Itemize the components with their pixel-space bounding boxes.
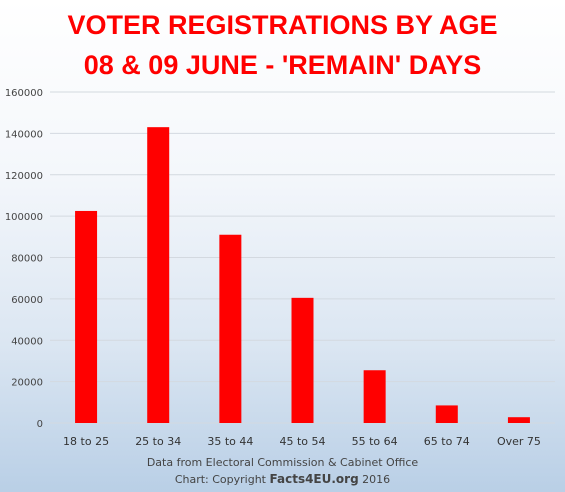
chart-subtitle: 08 & 09 JUNE - 'REMAIN' DAYS [83, 50, 482, 80]
copyright-suffix: 2016 [358, 473, 391, 486]
copyright-credit: Chart: Copyright Facts4EU.org 2016 [0, 472, 565, 486]
y-tick-label: 140000 [5, 129, 43, 140]
copyright-prefix: Chart: Copyright [174, 473, 270, 486]
y-tick-label: 40000 [11, 336, 43, 347]
bar [291, 297, 314, 423]
x-tick-label: Over 75 [497, 435, 541, 448]
y-tick-label: 100000 [5, 212, 43, 223]
y-tick-label: 160000 [5, 88, 43, 99]
bar [507, 417, 530, 423]
x-tick-label: 65 to 74 [424, 435, 470, 448]
y-tick-label: 60000 [11, 295, 43, 306]
y-tick-label: 120000 [5, 171, 43, 182]
y-tick-label: 80000 [11, 254, 43, 265]
chart-title: VOTER REGISTRATIONS BY AGE [67, 10, 498, 40]
copyright-brand: Facts4EU.org [269, 472, 359, 486]
bar [435, 405, 458, 423]
x-tick-label: 45 to 54 [279, 435, 325, 448]
x-tick-label: 18 to 25 [63, 435, 109, 448]
bar [75, 210, 98, 423]
bar [363, 370, 386, 423]
x-tick-label: 35 to 44 [207, 435, 253, 448]
bar [219, 234, 242, 423]
y-tick-label: 0 [37, 419, 43, 430]
data-source-credit: Data from Electoral Commission & Cabinet… [146, 456, 419, 469]
y-tick-label: 20000 [11, 378, 43, 389]
bar [147, 127, 170, 423]
x-tick-label: 55 to 64 [352, 435, 398, 448]
x-tick-label: 25 to 34 [135, 435, 181, 448]
